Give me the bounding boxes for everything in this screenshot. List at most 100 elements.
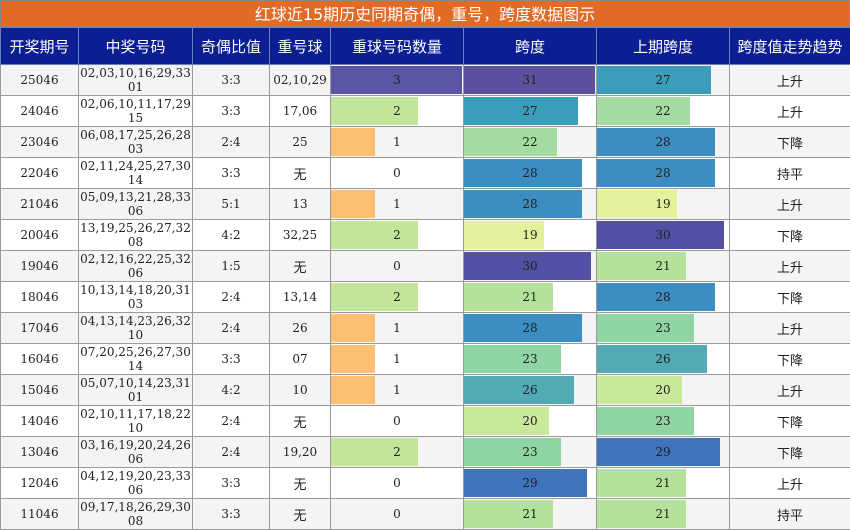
trend-cell: 持平 (729, 498, 850, 530)
table-row: 18046 10,13,14,18,20,31 03 2:4 13,14 2 21 28 下降 (0, 281, 850, 313)
span-cell: 30 (463, 250, 597, 282)
bar-value: 2 (393, 445, 401, 459)
trend-cell: 下降 (729, 126, 850, 158)
bar-fill (464, 159, 582, 187)
period-cell: 20046 (0, 219, 79, 251)
bar-fill (464, 407, 549, 435)
bar-value: 0 (393, 259, 401, 273)
dup-count-cell: 0 (330, 498, 464, 530)
prev-span-cell: 21 (596, 467, 730, 499)
trend-cell: 上升 (729, 188, 850, 220)
bar-fill (597, 252, 686, 280)
bar-value: 28 (655, 135, 671, 149)
bar-value: 22 (655, 104, 671, 118)
numbers-cell: 04,12,19,20,23,33 06 (78, 467, 193, 499)
span-cell: 23 (463, 436, 597, 468)
period-cell: 13046 (0, 436, 79, 468)
span-cell: 26 (463, 374, 597, 406)
period-cell: 16046 (0, 343, 79, 375)
odd-even-cell: 2:4 (192, 126, 270, 158)
repeat-cell: 02,10,29 (269, 64, 331, 96)
bar-fill (464, 190, 582, 218)
trend-cell: 下降 (729, 405, 850, 437)
odd-even-cell: 3:3 (192, 498, 270, 530)
span-cell: 22 (463, 126, 597, 158)
numbers-cell: 09,17,18,26,29,30 08 (78, 498, 193, 530)
bar-value: 2 (393, 228, 401, 242)
bar-fill (464, 345, 561, 373)
bar-fill (464, 438, 561, 466)
prev-span-cell: 23 (596, 405, 730, 437)
bar-value: 26 (522, 383, 538, 397)
bar-fill (464, 66, 595, 94)
bar-fill (597, 221, 724, 249)
bar-value: 1 (393, 383, 401, 397)
prev-span-cell: 28 (596, 126, 730, 158)
bar-fill (597, 283, 715, 311)
bar-value: 28 (522, 197, 538, 211)
dup-count-cell: 0 (330, 250, 464, 282)
dup-count-cell: 2 (330, 436, 464, 468)
repeat-cell: 无 (269, 467, 331, 499)
odd-even-cell: 3:3 (192, 157, 270, 189)
prev-span-cell: 26 (596, 343, 730, 375)
trend-cell: 下降 (729, 343, 850, 375)
period-cell: 18046 (0, 281, 79, 313)
bar-fill (464, 252, 591, 280)
prev-span-cell: 27 (596, 64, 730, 96)
bar-fill (331, 314, 375, 342)
span-cell: 21 (463, 281, 597, 313)
bar-fill (464, 469, 587, 497)
repeat-cell: 07 (269, 343, 331, 375)
col-header-repeat: 重号球 (269, 27, 331, 65)
odd-even-cell: 2:4 (192, 281, 270, 313)
trend-cell: 下降 (729, 436, 850, 468)
odd-even-cell: 3:3 (192, 64, 270, 96)
dup-count-cell: 0 (330, 157, 464, 189)
bar-fill (597, 128, 715, 156)
dup-count-cell: 2 (330, 95, 464, 127)
bar-fill (597, 66, 711, 94)
bar-fill (597, 314, 694, 342)
odd-even-cell: 5:1 (192, 188, 270, 220)
bar-value: 21 (522, 507, 538, 521)
period-cell: 23046 (0, 126, 79, 158)
prev-span-cell: 28 (596, 281, 730, 313)
bar-value: 26 (655, 352, 671, 366)
trend-cell: 下降 (729, 281, 850, 313)
period-cell: 12046 (0, 467, 79, 499)
numbers-cell: 13,19,25,26,27,32 08 (78, 219, 193, 251)
dup-count-cell: 3 (330, 64, 464, 96)
bar-value: 0 (393, 414, 401, 428)
dup-count-cell: 0 (330, 467, 464, 499)
repeat-cell: 32,25 (269, 219, 331, 251)
period-cell: 15046 (0, 374, 79, 406)
table-row: 19046 02,12,16,22,25,32 06 1:5 无 0 30 21 上升 (0, 250, 850, 282)
table-row: 16046 07,20,25,26,27,30 14 3:3 07 1 23 26 下降 (0, 343, 850, 375)
col-header-dup-count: 重球号码数量 (330, 27, 464, 65)
bar-fill (597, 469, 686, 497)
bar-fill (331, 66, 462, 94)
bar-value: 27 (655, 73, 671, 87)
trend-cell: 上升 (729, 374, 850, 406)
bar-value: 28 (522, 321, 538, 335)
trend-cell: 上升 (729, 64, 850, 96)
numbers-cell: 07,20,25,26,27,30 14 (78, 343, 193, 375)
dup-count-cell: 1 (330, 312, 464, 344)
bar-fill (464, 500, 553, 528)
bar-value: 20 (655, 383, 671, 397)
prev-span-cell: 20 (596, 374, 730, 406)
bar-value: 0 (393, 476, 401, 490)
prev-span-cell: 21 (596, 250, 730, 282)
table-row: 12046 04,12,19,20,23,33 06 3:3 无 0 29 21 上升 (0, 467, 850, 499)
table-row: 14046 02,10,11,17,18,22 10 2:4 无 0 20 23 下降 (0, 405, 850, 437)
col-header-period: 开奖期号 (0, 27, 79, 65)
bar-fill (464, 283, 553, 311)
odd-even-cell: 2:4 (192, 405, 270, 437)
period-cell: 11046 (0, 498, 79, 530)
prev-span-cell: 23 (596, 312, 730, 344)
repeat-cell: 19,20 (269, 436, 331, 468)
period-cell: 17046 (0, 312, 79, 344)
bar-fill (331, 97, 418, 125)
trend-cell: 持平 (729, 157, 850, 189)
